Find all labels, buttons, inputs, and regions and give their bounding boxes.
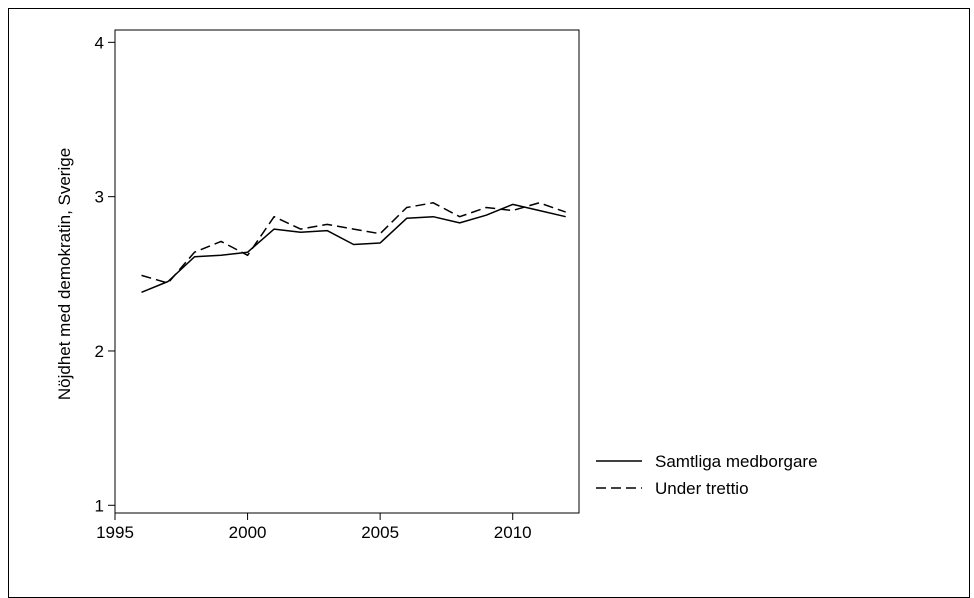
legend-label: Under trettio bbox=[655, 479, 749, 498]
legend: Samtliga medborgare Under trettio bbox=[596, 452, 818, 498]
x-tick-label: 2005 bbox=[361, 523, 399, 542]
y-axis: 1 2 3 4 bbox=[95, 33, 115, 515]
plot-area bbox=[114, 29, 580, 514]
y-tick-label: 1 bbox=[95, 496, 104, 515]
series-group bbox=[141, 202, 566, 293]
y-tick-label: 4 bbox=[95, 33, 104, 52]
x-tick-label: 2000 bbox=[229, 523, 267, 542]
x-axis: 1995 2000 2005 2010 bbox=[96, 513, 532, 542]
series-line-samtliga-medborgare bbox=[141, 203, 566, 293]
x-tick-label: 2010 bbox=[494, 523, 532, 542]
y-axis-label: Nöjdhet med demokratin, Sverige bbox=[55, 148, 74, 400]
y-tick-label: 3 bbox=[95, 188, 104, 207]
figure-frame bbox=[8, 8, 970, 598]
x-tick-label: 1995 bbox=[96, 523, 134, 542]
legend-label: Samtliga medborgare bbox=[655, 452, 818, 471]
y-tick-label: 2 bbox=[95, 342, 104, 361]
series-line-under-trettio bbox=[141, 202, 566, 284]
